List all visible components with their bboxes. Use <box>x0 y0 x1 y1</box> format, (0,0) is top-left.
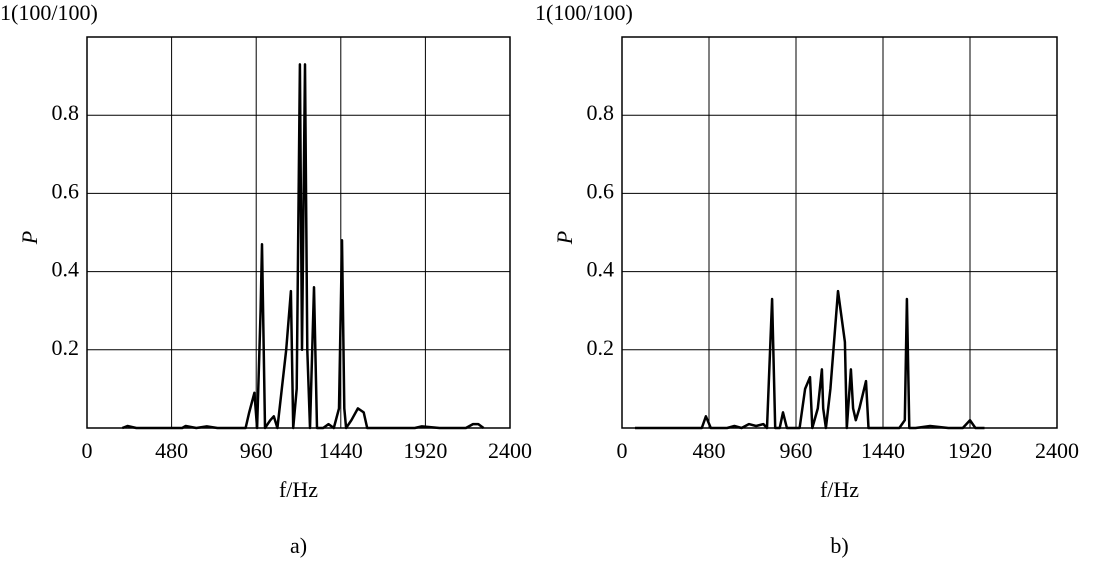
y-tick-label: 0.4 <box>52 257 80 282</box>
x-tick-label: 480 <box>693 438 726 463</box>
x-tick-label: 960 <box>240 438 273 463</box>
y-tick-label: 0.6 <box>587 178 615 203</box>
x-tick-label: 1440 <box>319 438 363 463</box>
y-tick-label: 0.2 <box>587 335 615 360</box>
x-tick-label: 0 <box>617 438 628 463</box>
x-axis-label: f/Hz <box>279 477 318 502</box>
y-tick-label: 0.6 <box>52 178 80 203</box>
y-axis-label: P <box>17 231 42 245</box>
x-tick-label: 2400 <box>1035 438 1079 463</box>
plot-frame <box>621 36 1058 429</box>
y-tick-label: 0.8 <box>587 100 615 125</box>
plot-frame <box>86 36 511 429</box>
y-tick-label: 0.4 <box>587 257 615 282</box>
y-axis-label: P <box>552 231 577 245</box>
caption: a) <box>290 533 307 558</box>
caption: b) <box>830 533 848 558</box>
x-tick-label: 0 <box>82 438 93 463</box>
x-tick-label: 2400 <box>488 438 532 463</box>
y-tick-label: 1(100/100) <box>535 0 633 25</box>
x-tick-label: 480 <box>155 438 188 463</box>
y-tick-label: 0.2 <box>52 335 80 360</box>
x-tick-label: 1920 <box>403 438 447 463</box>
y-tick-label: 0.8 <box>52 100 80 125</box>
data-line <box>635 289 985 430</box>
x-tick-label: 960 <box>780 438 813 463</box>
data-line <box>121 63 485 430</box>
x-tick-label: 1440 <box>861 438 905 463</box>
x-axis-label: f/Hz <box>820 477 859 502</box>
y-tick-label: 1(100/100) <box>0 0 98 25</box>
x-tick-label: 1920 <box>948 438 992 463</box>
